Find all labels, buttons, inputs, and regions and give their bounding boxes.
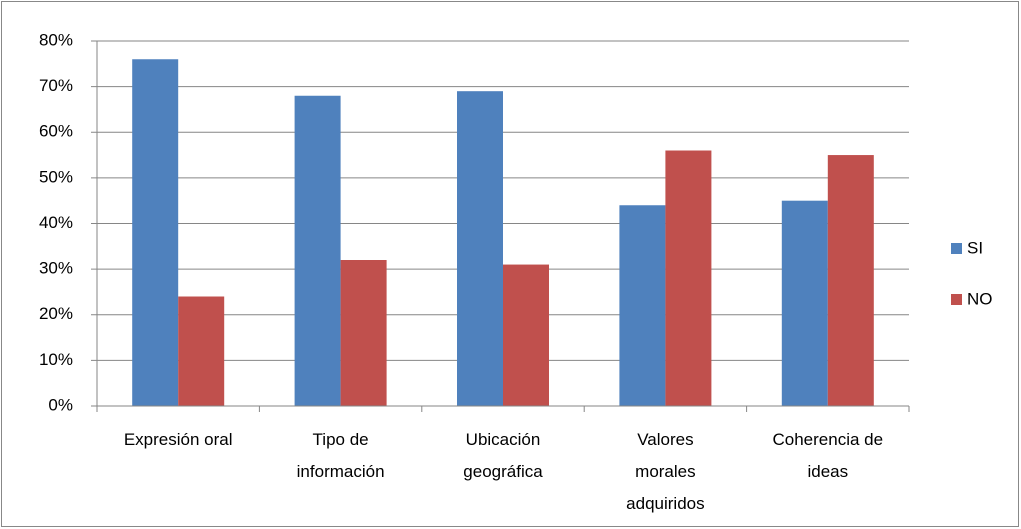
y-tick-label: 50% xyxy=(39,167,73,186)
bar xyxy=(781,200,828,406)
bar xyxy=(503,264,549,406)
bar xyxy=(178,296,225,406)
bar xyxy=(294,95,341,406)
x-tick-label: Ubicación geográfica xyxy=(463,430,543,481)
y-tick-label: 80% xyxy=(39,30,73,49)
bar xyxy=(619,205,666,406)
y-tick-label: 20% xyxy=(39,304,73,323)
bar xyxy=(340,260,387,406)
x-tick-label: Valores morales adquiridos xyxy=(626,430,705,513)
bar xyxy=(827,155,874,406)
y-tick-label: 30% xyxy=(39,259,73,278)
legend-label: SI xyxy=(967,238,983,257)
legend-swatch xyxy=(951,243,962,254)
y-tick-label: 40% xyxy=(39,213,73,232)
x-tick-label: Tipo de información xyxy=(296,430,385,481)
x-tick-label: Coherencia de ideas xyxy=(772,430,884,481)
y-tick-label: 0% xyxy=(48,395,73,414)
y-tick-label: 60% xyxy=(39,122,73,141)
legend-label: NO xyxy=(967,289,993,308)
y-tick-label: 10% xyxy=(39,350,73,369)
y-tick-label: 70% xyxy=(39,76,73,95)
bar xyxy=(665,150,712,406)
bar xyxy=(457,91,503,406)
x-tick-label: Expresión oral xyxy=(123,430,233,449)
legend-swatch xyxy=(951,294,962,305)
bar xyxy=(132,59,179,406)
